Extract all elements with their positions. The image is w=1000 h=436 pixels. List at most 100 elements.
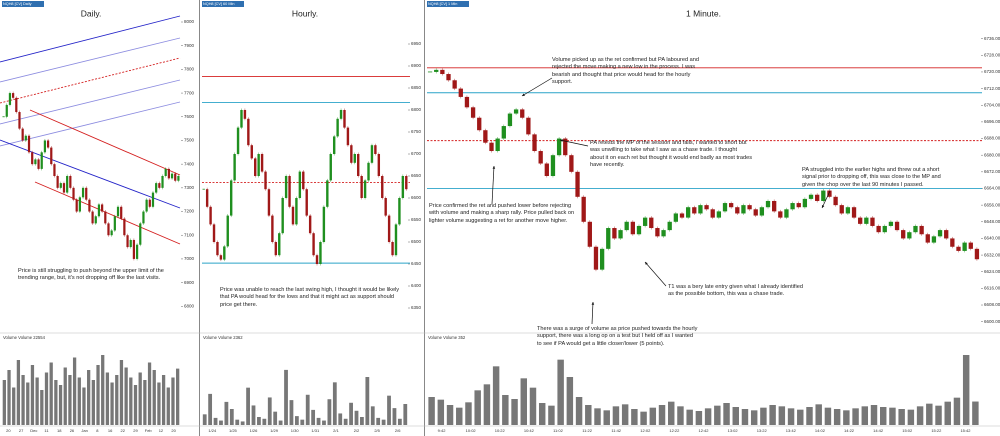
candle xyxy=(532,134,537,152)
candle xyxy=(563,138,568,156)
volume-bar xyxy=(7,370,11,425)
candle xyxy=(243,110,247,119)
candle xyxy=(851,207,857,218)
volume-bar xyxy=(322,420,326,425)
volume-bar xyxy=(87,370,91,425)
candle xyxy=(350,145,353,163)
volume-bar xyxy=(594,408,601,425)
candle xyxy=(778,211,783,218)
candle xyxy=(281,198,284,234)
arrow-head xyxy=(522,93,525,96)
candle xyxy=(267,189,271,216)
candle xyxy=(870,217,875,226)
candle xyxy=(377,154,381,176)
y-tick-label: 6800 xyxy=(411,107,422,112)
candle xyxy=(360,176,363,198)
candle xyxy=(250,145,253,159)
candle xyxy=(257,154,260,176)
volume-bar xyxy=(49,362,53,425)
volume-bar xyxy=(101,355,105,425)
candle xyxy=(759,207,765,216)
candle xyxy=(219,255,223,260)
candle xyxy=(710,209,715,218)
candle xyxy=(357,154,360,176)
candle xyxy=(56,176,59,188)
candle xyxy=(120,206,123,219)
y-tick-label: 7400 xyxy=(184,161,195,166)
candle xyxy=(649,217,654,229)
volume-bar xyxy=(640,411,647,425)
volume-bar xyxy=(474,390,481,425)
panel-title: Hourly. xyxy=(292,8,318,18)
panel-title: 1 Minute. xyxy=(686,8,721,18)
candle xyxy=(882,225,887,233)
volume-bar xyxy=(741,409,749,425)
candle xyxy=(62,183,66,193)
candle xyxy=(673,213,679,222)
volume-bar xyxy=(124,367,128,425)
candle xyxy=(599,248,605,270)
candle xyxy=(66,176,69,193)
volume-bar xyxy=(456,407,463,425)
candle xyxy=(12,93,15,98)
candle xyxy=(452,80,457,89)
candle xyxy=(434,69,439,72)
candle xyxy=(216,242,219,256)
x-tick-label: 13:42 xyxy=(786,428,797,433)
candle xyxy=(155,183,158,193)
candle xyxy=(110,230,113,236)
volume-bar xyxy=(171,377,175,425)
volume-bar xyxy=(668,401,675,425)
candle xyxy=(827,190,832,197)
candle xyxy=(229,180,233,216)
candle xyxy=(698,205,703,214)
candle xyxy=(322,206,326,242)
y-tick-label: 6688.00 xyxy=(984,136,1000,141)
candle xyxy=(394,224,398,256)
candle xyxy=(728,203,734,208)
candle xyxy=(209,206,212,225)
volume-bar xyxy=(157,382,161,425)
volume-bar xyxy=(403,404,408,425)
candle xyxy=(962,242,967,251)
candle xyxy=(618,230,623,239)
volume-bar xyxy=(224,401,229,425)
volume-bar xyxy=(284,369,288,425)
candle xyxy=(612,228,617,239)
volume-bar xyxy=(82,387,86,425)
y-tick-label: 6650 xyxy=(411,173,422,178)
volume-bar xyxy=(305,394,310,425)
volume-label: Volume Volume 22554 xyxy=(3,335,46,340)
y-tick-label: 6736.00 xyxy=(984,36,1000,41)
y-tick-label: 7600 xyxy=(184,114,195,119)
candle xyxy=(747,205,752,210)
y-tick-label: 6640.00 xyxy=(984,236,1000,241)
candle xyxy=(326,180,329,207)
y-tick-label: 6656.00 xyxy=(984,202,1000,207)
candle xyxy=(796,203,801,208)
x-tick-label: 14:42 xyxy=(873,428,884,433)
candle xyxy=(174,173,177,181)
volume-bar xyxy=(649,407,657,425)
volume-bar xyxy=(972,401,979,425)
volume-bar xyxy=(21,375,25,425)
volume-bar xyxy=(26,382,30,425)
candle xyxy=(43,140,47,153)
candle xyxy=(305,189,308,216)
volume-bar xyxy=(769,405,776,425)
volume-bar xyxy=(229,409,234,425)
candle xyxy=(85,187,88,200)
candle xyxy=(212,224,216,242)
volume-bar xyxy=(843,410,850,425)
candle xyxy=(329,154,332,181)
volume-bar xyxy=(240,421,245,425)
candle xyxy=(353,154,356,163)
candle xyxy=(790,203,795,210)
candle xyxy=(464,96,470,108)
candle xyxy=(40,152,43,169)
y-tick-label: 7100 xyxy=(184,232,195,237)
volume-bar xyxy=(695,411,703,425)
volume-bar xyxy=(520,378,528,425)
y-tick-label: 6950 xyxy=(411,41,422,46)
